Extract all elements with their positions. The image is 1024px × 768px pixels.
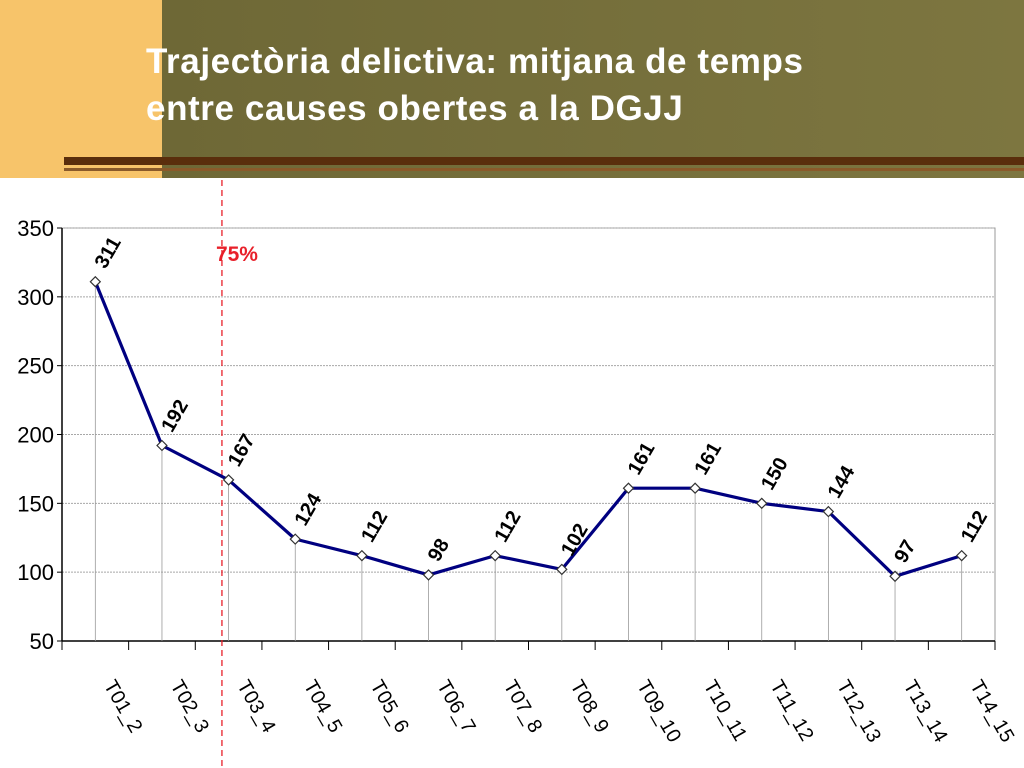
data-point [489, 549, 501, 562]
y-tick-label: 100 [17, 560, 54, 585]
x-tick-label: T12_13 [832, 677, 885, 747]
x-tick-label: T10_11 [699, 677, 751, 745]
data-point [556, 563, 568, 576]
x-tick-label: T11_12 [765, 677, 817, 745]
data-point [422, 569, 435, 581]
y-tick-label: 50 [30, 629, 54, 654]
x-tick-label: T14_15 [965, 677, 1018, 747]
x-tick-label: T02_3 [166, 677, 213, 737]
data-point [689, 482, 701, 494]
x-tick-label: T05_6 [366, 677, 413, 737]
slide-title: Trajectòria delictiva: mitjana de temps … [146, 38, 804, 132]
data-point [89, 275, 102, 288]
header-accent-block [0, 0, 162, 178]
x-tick-label: T08_9 [565, 677, 612, 737]
y-tick-label: 200 [17, 423, 54, 448]
header-band [162, 0, 1024, 178]
header-rule-thick [64, 157, 1024, 165]
data-point [622, 482, 635, 494]
x-tick-label: T01_2 [99, 677, 146, 737]
line-chart: 50 100 150 200 250 300 350 T01_2 T02_3 T03_4 T04_5… [17, 180, 1018, 768]
percentile-marker-label: 75% [216, 243, 258, 266]
slide-title-line-2: entre causes obertes a la DGJJ [146, 89, 684, 128]
y-tick-label: 250 [17, 354, 54, 379]
y-tick-label: 150 [17, 491, 54, 516]
data-point [955, 549, 968, 562]
series-line [93, 281, 963, 578]
x-tick-label: T09_10 [632, 677, 685, 747]
x-tick-label: T13_14 [899, 677, 952, 747]
data-point [156, 439, 168, 452]
x-tick-label: T06_7 [432, 677, 479, 737]
data-point [755, 497, 768, 510]
x-tick-label: T03_4 [232, 677, 279, 737]
header-rule-thin [64, 168, 1024, 171]
x-tick-label: T07_8 [499, 677, 546, 737]
data-point [289, 533, 302, 545]
data-point [222, 474, 235, 486]
y-tick-label: 350 [17, 216, 54, 241]
data-point [356, 549, 368, 562]
slide-title-line-1: Trajectòria delictiva: mitjana de temps [146, 42, 804, 81]
data-point [822, 505, 835, 518]
y-tick-label: 300 [17, 285, 54, 310]
x-tick-label: T04_5 [299, 677, 346, 737]
data-point [889, 570, 901, 583]
